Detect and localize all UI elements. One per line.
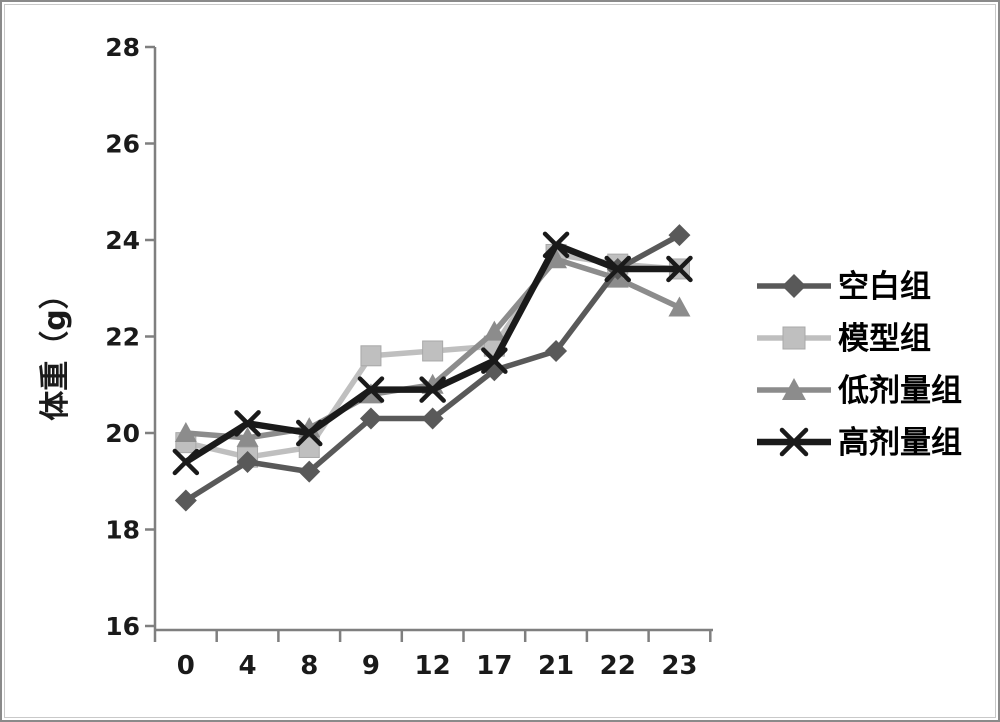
x-tick-label: 12 [415,651,451,681]
y-tick-label: 16 [105,612,140,641]
x-tick-label: 0 [177,651,195,681]
marker-x [296,419,323,447]
marker-x [604,255,631,283]
y-tick-label: 18 [105,516,140,545]
marker-triangle [236,426,259,447]
x-tick-label: 23 [661,651,697,681]
marker-triangle [668,296,691,317]
marker-diamond [359,407,382,430]
x-tick-label: 17 [476,651,512,681]
legend-label: 低剂量组 [837,373,962,409]
marker-x [234,410,261,437]
marker-diamond [421,407,444,430]
x-tick-label: 4 [239,651,257,681]
y-tick-label: 22 [105,323,140,352]
legend-marker-triangle-icon [782,378,806,400]
legend-item: 高剂量组 [757,425,962,461]
marker-x [357,376,385,403]
marker-square [422,340,444,362]
marker-square [298,436,320,458]
legend-label: 模型组 [838,321,931,357]
marker-x [542,231,570,259]
marker-diamond [298,460,321,483]
legend-marker-diamond-icon [782,274,806,298]
x-tick-label: 9 [362,651,380,681]
marker-diamond [236,450,259,473]
legend-marker-x-icon [779,427,809,457]
marker-square [360,345,382,367]
y-tick-label: 20 [105,419,140,448]
marker-triangle [174,422,197,442]
y-tick-label: 28 [105,33,140,62]
marker-triangle [545,248,568,269]
legend-item: 空白组 [757,269,931,305]
marker-x [419,376,446,403]
x-tick-label: 8 [300,651,318,681]
marker-diamond [545,339,568,362]
y-tick-label: 26 [105,130,140,159]
marker-x [172,448,200,476]
marker-diamond [174,489,197,512]
marker-triangle [483,320,506,341]
legend-item: 低剂量组 [757,373,962,409]
marker-x [666,255,693,283]
x-tick-label: 22 [600,651,636,681]
marker-diamond [668,224,691,247]
x-tick-label: 21 [538,651,574,681]
legend-marker-square-icon [782,326,806,350]
marker-x [481,347,508,374]
y-tick-label: 24 [105,226,140,255]
legend-label: 空白组 [838,269,931,305]
y-axis-title: 体重（g） [38,279,73,420]
legend-label: 高剂量组 [838,425,962,461]
legend-item: 模型组 [757,321,931,357]
